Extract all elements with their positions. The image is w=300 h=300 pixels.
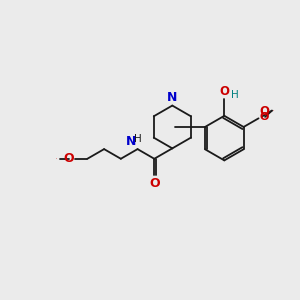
Text: H: H xyxy=(134,134,141,144)
Text: H: H xyxy=(231,90,239,100)
Text: O: O xyxy=(56,158,57,159)
Text: O: O xyxy=(63,152,74,165)
Text: O: O xyxy=(149,178,160,190)
Text: O: O xyxy=(273,110,274,111)
Text: N: N xyxy=(167,91,178,104)
Text: O: O xyxy=(260,105,269,118)
Text: O: O xyxy=(273,104,283,117)
Text: O: O xyxy=(219,85,229,98)
Text: O: O xyxy=(260,112,269,122)
Text: N: N xyxy=(125,135,136,148)
